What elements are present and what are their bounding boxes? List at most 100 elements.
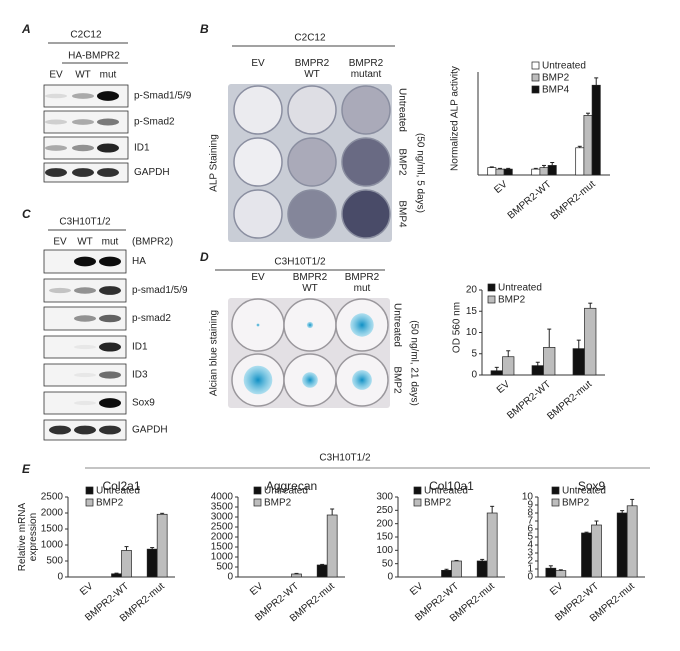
error-bar xyxy=(547,328,552,348)
bar xyxy=(543,347,556,376)
stain-spot xyxy=(350,313,374,337)
stain-label: ALP Staining xyxy=(209,134,220,192)
y-tick-label: 4 xyxy=(527,540,533,551)
cell-line-label: C2C12 xyxy=(294,33,326,44)
legend-label: BMP2 xyxy=(424,498,452,509)
legend-swatch xyxy=(531,61,540,70)
error-bar xyxy=(494,366,499,371)
blot-row-label: GAPDH xyxy=(134,167,170,178)
y-tick-label: 1 xyxy=(527,564,533,575)
error-bar xyxy=(498,167,502,170)
stain-spot xyxy=(302,372,318,388)
legend-swatch xyxy=(85,498,94,507)
legend-swatch xyxy=(253,498,262,507)
bar xyxy=(146,548,158,578)
blot-row-label: p-smad2 xyxy=(132,313,171,324)
blot-band xyxy=(49,287,71,294)
error-bar xyxy=(124,546,129,551)
blot-band xyxy=(49,425,71,435)
bar xyxy=(547,165,557,176)
y-tick-label: 0 xyxy=(387,572,393,583)
blot-band xyxy=(72,119,94,125)
y-axis-label: Relative mRNA expression xyxy=(17,502,39,572)
y-tick-label: 2000 xyxy=(211,532,234,543)
bar xyxy=(575,147,585,176)
column-label: BMPR2 WT xyxy=(292,272,328,294)
y-tick-label: 8 xyxy=(527,508,533,519)
legend-label: Untreated xyxy=(424,486,468,497)
panel-label: C xyxy=(22,207,31,221)
blot-band xyxy=(72,144,94,152)
y-tick-label: 500 xyxy=(46,556,63,567)
y-tick-label: 1500 xyxy=(41,524,64,535)
well xyxy=(341,85,391,135)
condition-label: (50 ng/ml, 21 days) xyxy=(408,320,419,406)
y-axis-label: Normalized ALP activity xyxy=(449,65,461,171)
legend-label: Untreated xyxy=(498,283,542,294)
blot-band xyxy=(45,168,67,177)
construct-label: HA-BMPR2 xyxy=(68,51,120,62)
error-bar xyxy=(480,558,485,561)
bar xyxy=(503,168,513,176)
x-tick-label: BMPR2-WT xyxy=(506,179,554,222)
error-bar xyxy=(444,568,449,571)
blot-row-label: GAPDH xyxy=(132,425,168,436)
error-bar xyxy=(594,520,599,525)
legend-label: Untreated xyxy=(96,486,140,497)
blot-band xyxy=(99,256,121,267)
x-tick-label: EV xyxy=(548,581,566,598)
bar xyxy=(316,564,328,578)
bar xyxy=(490,370,503,376)
bar xyxy=(545,567,557,578)
bar xyxy=(156,513,168,578)
error-bar xyxy=(489,166,494,168)
blot-band xyxy=(99,425,121,435)
panel-e-title: C3H10T1/2 xyxy=(319,453,371,464)
blot-frame xyxy=(43,278,127,303)
error-bar xyxy=(535,361,540,366)
error-bar xyxy=(150,547,155,550)
column-label: BMPR2 WT xyxy=(294,58,330,80)
blot-band xyxy=(74,315,96,322)
cell-line-label: C2C12 xyxy=(70,30,102,41)
error-bar xyxy=(533,167,538,170)
well xyxy=(287,85,337,135)
y-tick-label: 9 xyxy=(527,500,533,511)
well xyxy=(233,137,283,187)
legend-label: Untreated xyxy=(562,486,606,497)
x-tick-label: BMPR2-mut xyxy=(549,179,598,223)
y-tick-label: 6 xyxy=(527,524,533,535)
bar xyxy=(581,532,592,578)
y-tick-label: 2 xyxy=(527,556,533,567)
well xyxy=(287,137,337,187)
y-tick-label: 2000 xyxy=(41,508,64,519)
blot-band xyxy=(97,143,119,153)
legend-label: Untreated xyxy=(542,61,586,72)
column-label: EV xyxy=(251,58,265,69)
bar xyxy=(591,84,601,176)
legend-swatch xyxy=(531,85,540,94)
y-tick-label: 300 xyxy=(376,492,393,503)
blot-band xyxy=(97,168,119,177)
lane-label: WT xyxy=(75,70,91,81)
panel-label: E xyxy=(22,462,31,476)
column-label: EV xyxy=(251,272,265,283)
y-tick-label: 4000 xyxy=(211,492,234,503)
row-label: BMP2 xyxy=(391,366,402,394)
blot-band xyxy=(45,119,67,125)
row-label: BMP2 xyxy=(396,148,407,176)
well xyxy=(341,189,391,239)
stain-spot xyxy=(243,365,273,395)
error-bar xyxy=(114,572,119,574)
error-bar xyxy=(594,77,599,86)
error-bar xyxy=(490,505,495,513)
blot-band xyxy=(72,168,94,177)
panel-label: D xyxy=(200,250,209,264)
bar xyxy=(583,115,593,176)
chart-title: Col10a1 xyxy=(429,479,474,493)
bar xyxy=(326,514,338,578)
chart-title: Sox9 xyxy=(578,479,606,493)
bar xyxy=(555,570,567,578)
blot-band xyxy=(74,256,96,267)
